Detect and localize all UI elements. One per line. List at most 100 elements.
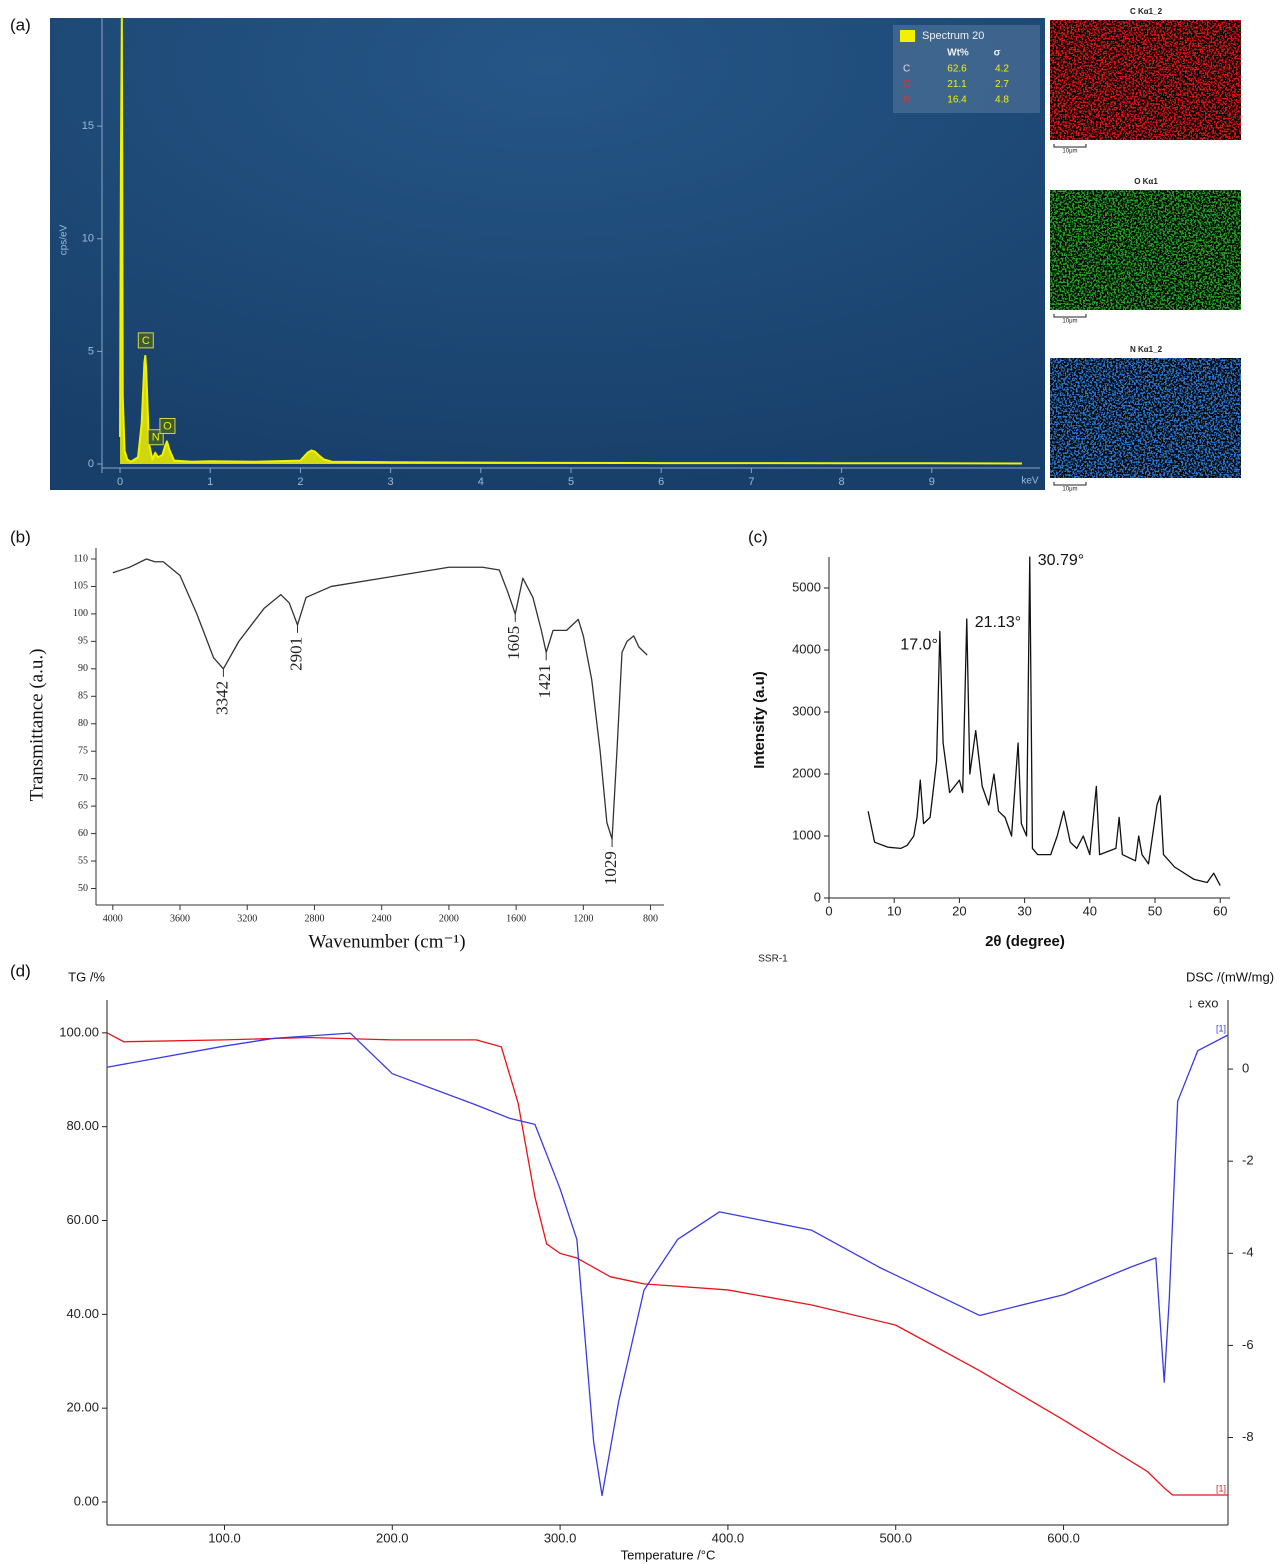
scale-bar [1054,482,1086,485]
scale-label: 10μm [1062,319,1077,325]
x-tick-label: 500.0 [879,1530,912,1545]
peak-label: 2901 [286,637,305,671]
y2-tick-label: -6 [1242,1337,1254,1352]
scale-label: 10μm [1062,487,1077,493]
x-tick-label: 100.0 [208,1530,241,1545]
legend-value: 2.7 [995,79,1009,90]
x-tick-label: 2 [297,476,303,488]
peak-label: N [152,432,160,444]
panel-label: (c) [748,527,768,546]
y-tick-label: 4000 [792,641,821,656]
map-signal [1050,358,1241,478]
x-tick-label: 2800 [304,913,324,924]
x-tick-label: 40 [1083,903,1097,918]
x-tick-label: 0 [825,903,832,918]
legend-title: Spectrum 20 [922,30,984,42]
legend-value: 16.4 [947,95,967,106]
map-title: O Kα1 [1134,177,1158,186]
y-axis-title: cps/eV [59,224,70,255]
panel-label: (d) [10,961,31,980]
legend-value: 4.8 [995,95,1009,106]
x-tick-label: 400.0 [712,1530,745,1545]
series-line [113,559,647,839]
legend-element: C [903,64,910,75]
peak-label: 1421 [535,664,554,698]
legend-element: N [903,95,910,106]
peak-label: 1605 [504,626,523,660]
series-end-label: [1] [1216,1023,1226,1033]
y-tick-label: 0.00 [74,1493,99,1508]
peak-label: 3342 [212,681,231,715]
x-tick-label: 3 [388,476,394,488]
peak-label: 21.13° [975,614,1021,631]
y-tick-label: 65 [78,800,88,811]
y-tick-label: 105 [73,581,88,592]
figure: (a)0123456789051015keVcps/eVCNOSpectrum … [0,0,1287,1564]
y-tick-label: 100.00 [59,1024,99,1039]
y2-axis-title: DSC /(mW/mg) [1186,969,1274,984]
y-tick-label: 2000 [792,765,821,780]
x-tick-label: 8 [839,476,845,488]
y-tick-label: 80 [78,718,88,729]
map-signal [1050,20,1241,140]
peak-label: O [163,420,172,432]
y-tick-label: 0 [814,889,821,904]
y-tick-label: 40.00 [66,1306,99,1321]
x-tick-label: 1600 [506,913,526,924]
x-tick-label: 30 [1017,903,1031,918]
x-tick-label: 800 [643,913,658,924]
legend-value: 4.2 [995,64,1009,75]
x-tick-label: 200.0 [376,1530,409,1545]
legend-header: σ [994,48,1001,59]
y-tick-label: 0 [88,458,94,470]
x-tick-label: 300.0 [544,1530,577,1545]
y-axis-title: TG /% [68,969,105,984]
y2-tick-label: 0 [1242,1061,1249,1076]
y-tick-label: 95 [78,636,88,647]
peak-label: 30.79° [1038,552,1084,569]
legend-value: 21.1 [947,79,967,90]
y-tick-label: 5 [88,345,94,357]
x-tick-label: 5 [568,476,574,488]
y-tick-label: 100 [73,608,88,619]
x-tick-label: 600.0 [1047,1530,1080,1545]
x-tick-label: 3600 [170,913,190,924]
map-title: N Kα1_2 [1130,345,1163,354]
panel-label: (a) [10,15,31,34]
y-tick-label: 80.00 [66,1118,99,1133]
y-tick-label: 75 [78,746,88,757]
x-tick-label: 1 [207,476,213,488]
y-tick-label: 50 [78,883,88,894]
y2-tick-label: -4 [1242,1245,1254,1260]
scale-bar [1054,144,1086,147]
series-line [868,557,1220,886]
legend-value: 62.6 [947,64,967,75]
y-tick-label: 55 [78,855,88,866]
y-tick-label: 3000 [792,703,821,718]
y-axis-title: Transmittance (a.u.) [26,649,47,802]
y-tick-label: 10 [82,233,94,245]
x-tick-label: 60 [1213,903,1227,918]
x-axis-title: Temperature /°C [621,1547,716,1562]
scale-label: 10μm [1062,149,1077,155]
series-line [107,1033,1228,1495]
x-tick-label: 4000 [103,913,123,924]
x-tick-label: 50 [1148,903,1162,918]
peak-label: C [142,335,150,347]
x-axis-title: keV [1021,476,1039,487]
y-tick-label: 110 [73,553,88,564]
x-axis-title: Wavenumber (cm⁻¹) [308,931,465,952]
y-tick-label: 15 [82,120,94,132]
panel-label: (b) [10,527,31,546]
y-tick-label: 70 [78,773,88,784]
map-signal [1050,190,1241,310]
series-end-label: [1] [1216,1483,1226,1493]
scale-bar [1054,314,1086,317]
x-tick-label: 20 [952,903,966,918]
legend-swatch [900,30,915,42]
peak-label: 17.0° [900,637,938,654]
y-tick-label: 1000 [792,827,821,842]
x-tick-label: 1200 [573,913,593,924]
x-tick-label: 9 [929,476,935,488]
y-tick-label: 60.00 [66,1212,99,1227]
